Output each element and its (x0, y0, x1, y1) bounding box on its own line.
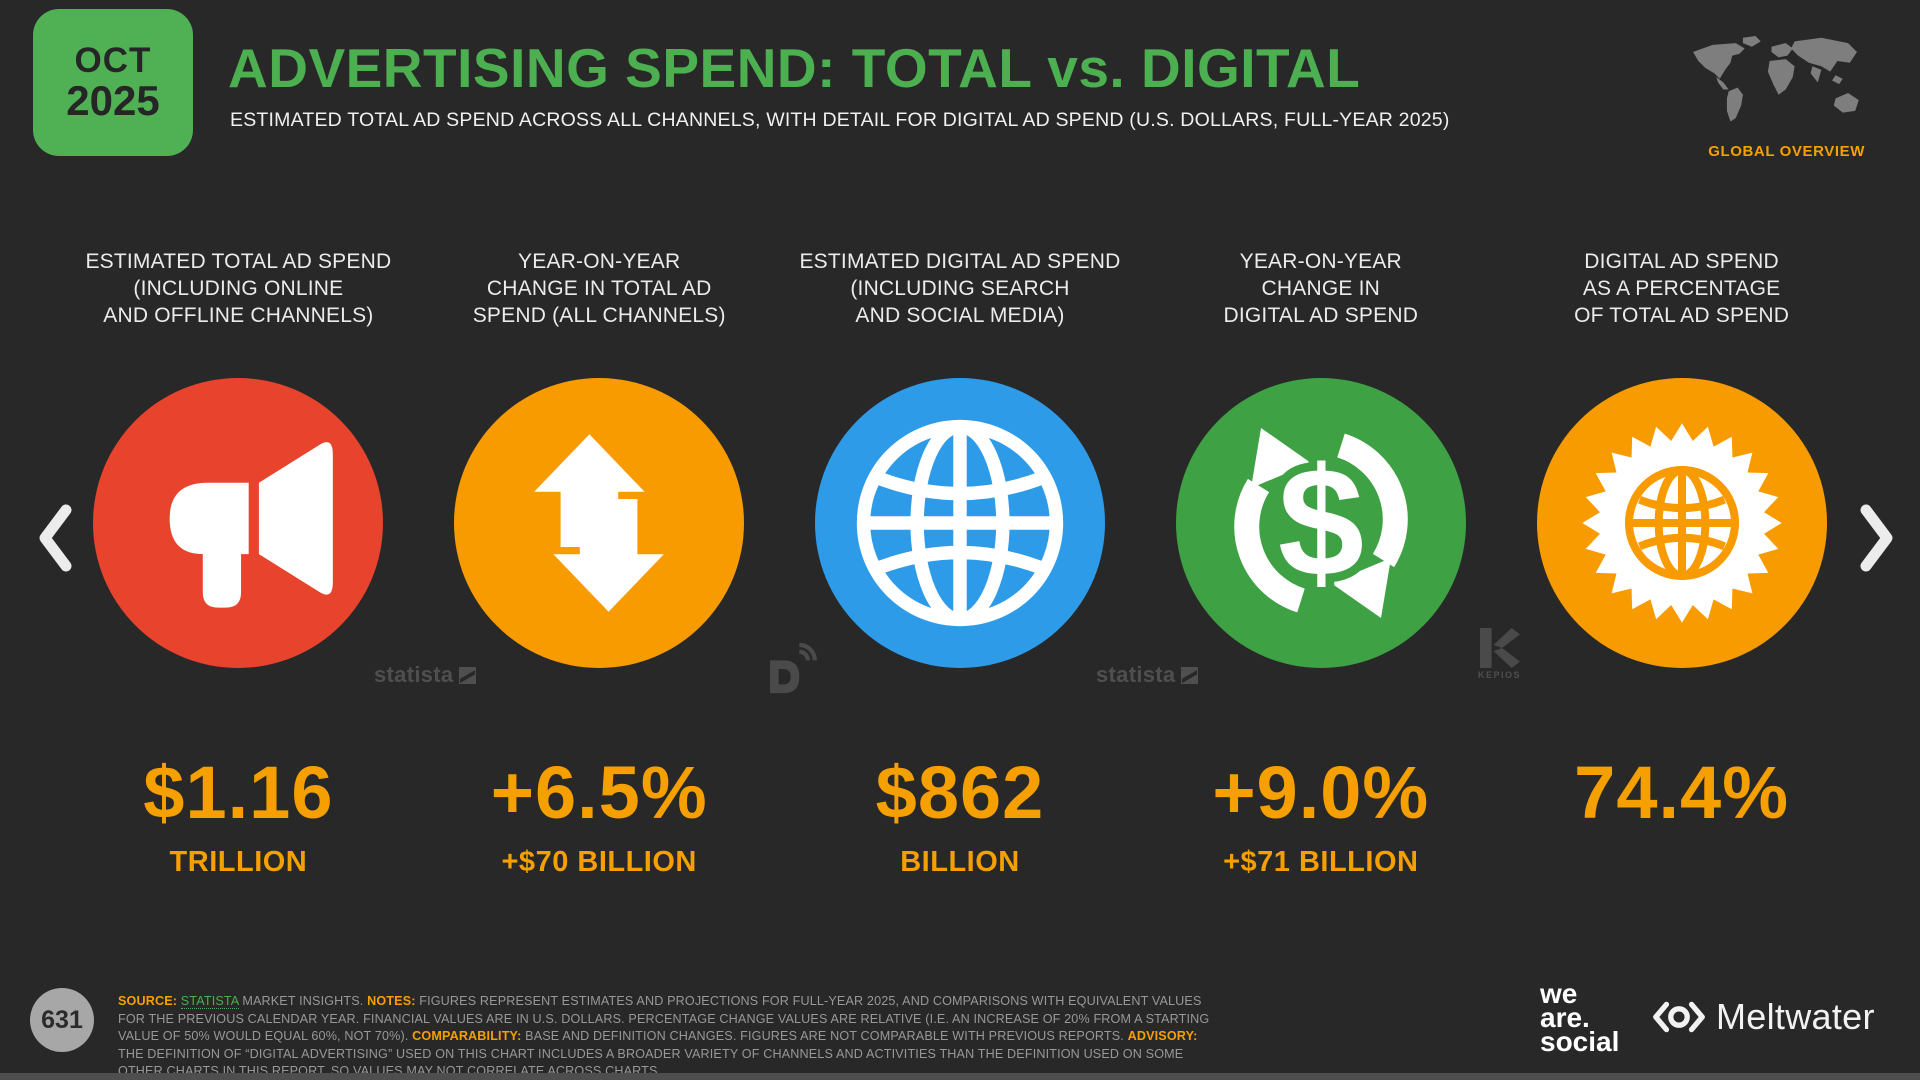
stat-card-total-ad-spend: ESTIMATED TOTAL AD SPEND (INCLUDING ONLI… (58, 248, 419, 879)
statista-link[interactable]: STATISTA (180, 994, 239, 1009)
stat-card-total-spend-change: YEAR-ON-YEAR CHANGE IN TOTAL AD SPEND (A… (419, 248, 780, 879)
stat-value: +6.5% (490, 751, 708, 834)
note-keyword: COMPARABILITY: (412, 1029, 522, 1043)
stat-label: ESTIMATED DIGITAL AD SPEND (INCLUDING SE… (799, 250, 1121, 327)
stat-circle: $ (1175, 378, 1466, 668)
stat-unit: +$71 BILLION (1223, 846, 1419, 878)
stat-value: 74.4% (1574, 751, 1789, 834)
statista-watermark: statista (1096, 662, 1199, 688)
stat-label: YEAR-ON-YEAR CHANGE IN DIGITAL AD SPEND (1223, 250, 1419, 327)
svg-text:$: $ (1278, 436, 1364, 609)
megaphone-icon (169, 441, 333, 608)
previous-slide-button[interactable] (34, 503, 78, 575)
meltwater-logo: Meltwater (1650, 996, 1875, 1038)
stat-value: $1.16 (143, 751, 334, 834)
meltwater-eye-icon (1653, 1001, 1705, 1033)
kepios-logo-icon (1479, 628, 1520, 668)
date-badge: OCT 2025 (33, 9, 193, 156)
note-text: BASE AND DEFINITION CHANGES. FIGURES ARE… (521, 1029, 1128, 1043)
starburst-globe-icon (1581, 423, 1782, 623)
stat-unit: TRILLION (169, 846, 308, 878)
stat-card-digital-ad-spend: ESTIMATED DIGITAL AD SPEND (INCLUDING SE… (780, 248, 1141, 879)
stat-label: ESTIMATED TOTAL AD SPEND (INCLUDING ONLI… (85, 250, 392, 327)
stat-circle (93, 378, 384, 668)
up-down-arrows-icon (534, 434, 664, 612)
stat-value: +9.0% (1212, 751, 1430, 834)
stat-columns: ESTIMATED TOTAL AD SPEND (INCLUDING ONLI… (58, 248, 1862, 879)
page-subtitle: ESTIMATED TOTAL AD SPEND ACROSS ALL CHAN… (230, 109, 1450, 131)
statista-logo-icon (1181, 666, 1199, 684)
globe-grid-icon (856, 419, 1064, 627)
stat-circle (454, 378, 745, 668)
stat-value: $862 (875, 751, 1045, 834)
stat-circle (1536, 378, 1827, 668)
chevron-left-icon (39, 504, 72, 572)
kepios-watermark: KEPIOS (1478, 628, 1521, 680)
stat-card-digital-spend-change: YEAR-ON-YEAR CHANGE IN DIGITAL AD SPEND … (1140, 248, 1501, 879)
page-number-badge: 631 (30, 988, 94, 1052)
chevron-right-icon (1860, 504, 1893, 572)
world-map-icon (1693, 36, 1859, 122)
note-keyword: ADVISORY: (1127, 1029, 1198, 1043)
date-badge-year: 2025 (66, 76, 160, 124)
we-are-social-logo: we are. social (1540, 978, 1620, 1057)
page-title: ADVERTISING SPEND: TOTAL vs. DIGITAL (228, 37, 1361, 99)
stat-card-digital-share: DIGITAL AD SPEND AS A PERCENTAGE OF TOTA… (1501, 248, 1862, 879)
note-keyword: SOURCE: (118, 994, 181, 1008)
source-notes: SOURCE: STATISTA MARKET INSIGHTS. NOTES:… (118, 993, 1226, 1080)
bottom-edge-strip (0, 1073, 1920, 1080)
datareportal-logo-icon (770, 642, 817, 694)
statista-logo-icon (459, 666, 477, 684)
stat-circle (814, 378, 1105, 668)
next-slide-button[interactable] (1854, 503, 1898, 575)
note-keyword: NOTES: (367, 994, 416, 1008)
dollar-refresh-icon: $ (1234, 427, 1408, 618)
note-text: FIGURES REPRESENT ESTIMATES AND PROJECTI… (118, 994, 1210, 1043)
stat-label: DIGITAL AD SPEND AS A PERCENTAGE OF TOTA… (1574, 250, 1790, 327)
note-text: MARKET INSIGHTS. (238, 994, 368, 1008)
statista-watermark: statista (374, 662, 477, 688)
date-badge-month: OCT (74, 40, 152, 80)
global-overview-block: GLOBAL OVERVIEW (1685, 36, 1865, 160)
global-overview-label: GLOBAL OVERVIEW (1708, 143, 1865, 160)
stat-unit: BILLION (900, 846, 1020, 878)
stat-label: YEAR-ON-YEAR CHANGE IN TOTAL AD SPEND (A… (472, 250, 726, 327)
datareportal-watermark (758, 640, 820, 698)
stat-unit: +$70 BILLION (501, 846, 697, 878)
